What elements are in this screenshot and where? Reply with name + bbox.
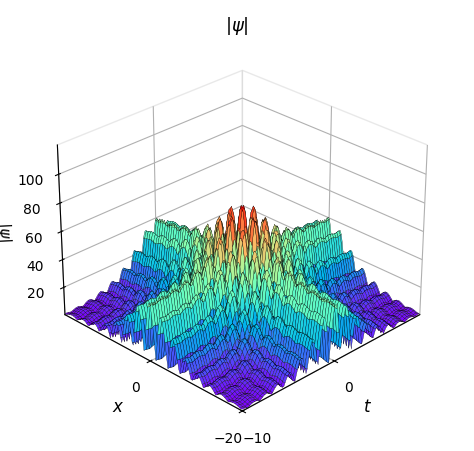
X-axis label: t: t [364,398,371,416]
Y-axis label: x: x [113,398,122,416]
Title: $|\psi|$: $|\psi|$ [225,15,249,37]
